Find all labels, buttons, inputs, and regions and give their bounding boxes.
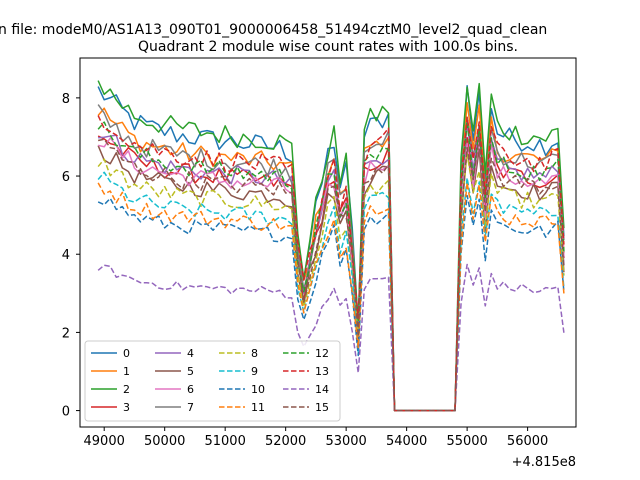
x-tick-label: 52000 — [265, 434, 306, 449]
x-tick-label: 54000 — [386, 434, 427, 449]
series-line-4 — [98, 122, 565, 412]
series-line-13 — [97, 115, 565, 412]
plot-lines — [97, 80, 565, 412]
chart-title: Quadrant 2 module wise count rates with … — [138, 39, 518, 55]
y-tick-label: 8 — [62, 92, 70, 107]
x-tick-label: 56000 — [507, 434, 548, 449]
legend-label-7: 7 — [187, 401, 194, 414]
y-tick-label: 0 — [62, 405, 70, 420]
legend-label-5: 5 — [187, 365, 194, 378]
series-line-10 — [97, 194, 565, 412]
figure-suptitle: n file: modeM0/AS1A13_090T01_9000006458_… — [0, 22, 547, 38]
y-axis: 0 2 4 6 8 — [62, 92, 80, 420]
y-tick-label: 4 — [62, 248, 70, 263]
series-line-15 — [97, 136, 565, 412]
legend-label-2: 2 — [123, 383, 130, 396]
y-tick-label: 2 — [62, 326, 70, 341]
x-tick-label: 55000 — [446, 434, 487, 449]
series-line-5 — [97, 145, 565, 412]
legend-label-4: 4 — [187, 347, 194, 360]
x-tick-label: 53000 — [325, 434, 366, 449]
legend-label-3: 3 — [123, 401, 130, 414]
x-tick-label: 49000 — [84, 434, 125, 449]
x-axis: 49000 50000 51000 52000 53000 54000 55000 56000 — [84, 427, 548, 449]
legend-label-12: 12 — [315, 347, 329, 360]
legend-label-9: 9 — [251, 365, 258, 378]
series-line-6 — [97, 136, 565, 412]
series-line-9 — [97, 171, 565, 412]
legend-box — [84, 340, 341, 422]
x-offset-label: +4.815e8 — [512, 455, 576, 470]
legend-label-6: 6 — [187, 383, 194, 396]
legend-label-14: 14 — [315, 383, 329, 396]
x-tick-label: 50000 — [144, 434, 185, 449]
legend-label-1: 1 — [123, 365, 130, 378]
series-line-14 — [97, 263, 565, 412]
x-tick-label: 51000 — [204, 434, 245, 449]
plot-frame — [79, 57, 577, 428]
legend-label-15: 15 — [315, 401, 329, 414]
legend-label-8: 8 — [251, 347, 258, 360]
series-line-11 — [97, 181, 565, 412]
legend-label-0: 0 — [123, 347, 130, 360]
series-line-2 — [97, 80, 565, 412]
legend-label-11: 11 — [251, 401, 265, 414]
legend-label-10: 10 — [251, 383, 265, 396]
y-tick-label: 6 — [62, 170, 70, 185]
legend-label-13: 13 — [315, 365, 329, 378]
series-line-8 — [97, 152, 565, 412]
